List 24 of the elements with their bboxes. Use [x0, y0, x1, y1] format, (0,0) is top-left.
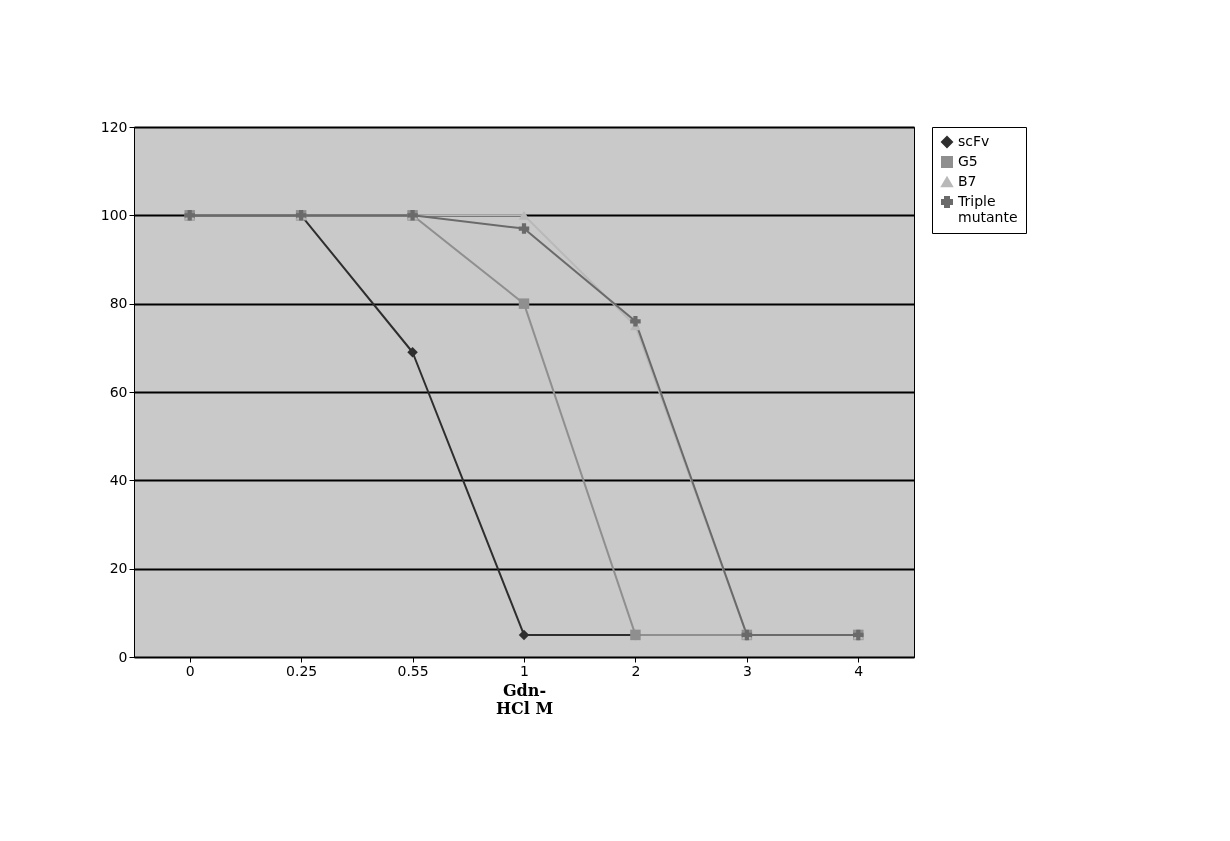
legend-label: Triple mutante — [957, 193, 1018, 225]
x-tick-label: 4 — [854, 662, 864, 679]
legend-label: B7 — [958, 173, 977, 189]
point — [518, 298, 530, 309]
x-tick-label: 0.25 — [286, 662, 318, 679]
legend-label: scFv — [958, 133, 990, 149]
x-tick-label: 0.55 — [397, 662, 429, 679]
y-tick-label: 20 — [109, 560, 128, 577]
y-tick-label: 80 — [109, 295, 128, 312]
x-tick-label: 0 — [185, 662, 195, 679]
point — [518, 629, 530, 641]
point — [518, 223, 530, 234]
x-tick-label: 1 — [520, 662, 529, 679]
legend-label: G5 — [958, 153, 978, 169]
y-tick-label: 0 — [118, 648, 128, 665]
y-tick-label: 40 — [109, 471, 128, 488]
x-tick-label: 2 — [631, 662, 641, 679]
x-axis-title: Gdn- HCl M — [495, 680, 554, 718]
x-tick-label: 3 — [742, 662, 752, 679]
y-tick-label: 100 — [100, 206, 128, 223]
point — [407, 347, 418, 358]
point — [630, 316, 641, 327]
y-tick-label: 120 — [100, 118, 128, 135]
y-tick-label: 60 — [109, 383, 128, 400]
